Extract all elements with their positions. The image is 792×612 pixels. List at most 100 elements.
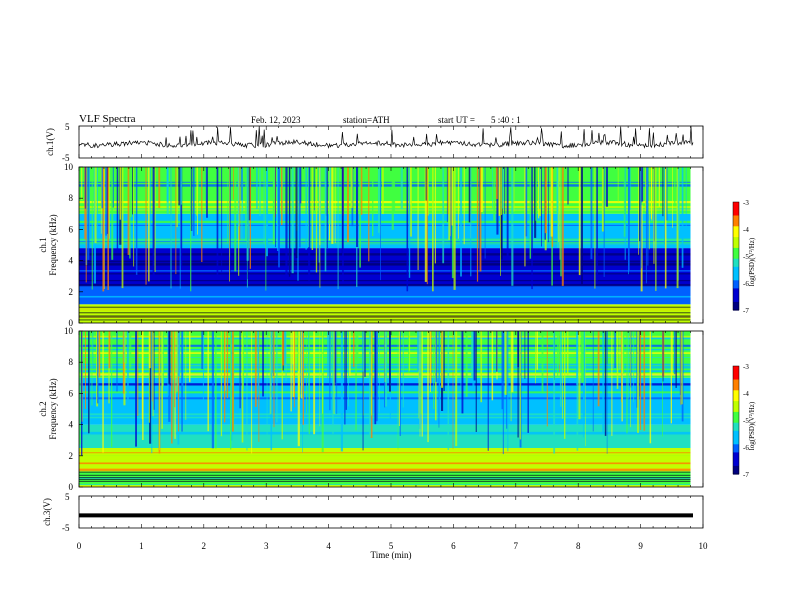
ch1-spectrogram-colorbar-cell bbox=[733, 283, 739, 287]
ch1-spectrogram-colorbar-cell bbox=[733, 212, 739, 217]
ch2-spectrogram-colorbar-tick: -3 bbox=[743, 363, 749, 371]
ch1-spectrogram-sferic bbox=[531, 167, 533, 290]
ch1-spectrogram-sferic bbox=[356, 167, 359, 247]
ch1-spectrogram-sferic bbox=[525, 167, 528, 237]
ch1-spectrogram-sferic bbox=[594, 167, 596, 289]
ch1-spectrogram-colorbar-cell bbox=[733, 288, 739, 292]
ch1-spectrogram-colorbar-frame bbox=[732, 201, 740, 311]
ch2-spectrogram-sferic bbox=[681, 331, 683, 405]
ch3-ytick-label: -5 bbox=[62, 523, 70, 533]
ch1-spectrogram-sferic bbox=[550, 167, 553, 237]
ch2-spectrogram-band bbox=[79, 448, 691, 472]
time-tick-label: 3 bbox=[264, 541, 269, 551]
ch1-spectrogram-sferic bbox=[148, 167, 150, 282]
ch2-spectrogram-sferic bbox=[202, 331, 204, 411]
ch1-spectrogram-colorbar-cell bbox=[733, 204, 739, 208]
ch2-spectrogram-sferic bbox=[398, 331, 400, 426]
ch1-spectrogram-sferic bbox=[640, 167, 642, 269]
ch1-spectrogram-sferic bbox=[127, 167, 130, 255]
ch1-spectrogram-ytick-label: 10 bbox=[64, 162, 74, 172]
ch2-spectrogram-sferic bbox=[438, 331, 440, 416]
ch1-spectrogram-sferic bbox=[175, 167, 177, 275]
ch1-spectrogram-sferic bbox=[246, 167, 249, 261]
ch2-spectrogram-sferic bbox=[602, 331, 605, 433]
ch1-spectrogram-colorbar-cell bbox=[733, 226, 739, 230]
ch1-spectrogram-ylabel: Frequency (kHz) bbox=[48, 214, 58, 275]
ch2-spectrogram-sferic bbox=[322, 331, 323, 414]
ch1-spectrogram-sferic bbox=[493, 167, 496, 221]
ch1-spectrogram-line-emission bbox=[79, 312, 691, 314]
ch2-spectrogram-sferic bbox=[266, 331, 268, 444]
ch2-spectrogram-sferic bbox=[471, 331, 473, 378]
ch2-spectrogram-colorbar-cell bbox=[733, 441, 739, 445]
ch1-spectrogram-sferic bbox=[378, 167, 380, 233]
ch2-spectrogram-sferic bbox=[178, 331, 181, 377]
time-tick-label: 1 bbox=[139, 541, 144, 551]
ch1-spectrogram-sferic bbox=[368, 167, 370, 262]
ch2-spectrogram-sferic bbox=[475, 331, 477, 432]
ch2-spectrogram-sferic bbox=[211, 331, 214, 449]
ch2-spectrogram-sferic bbox=[91, 331, 93, 406]
ch2-spectrogram-colorbar-cell bbox=[733, 425, 739, 429]
ch1-spectrogram-sferic bbox=[450, 167, 451, 237]
ch1-spectrogram-sferic bbox=[655, 167, 657, 291]
ch2-spectrogram-sferic bbox=[292, 331, 294, 365]
ch1-spectrogram-colorbar-cell bbox=[733, 223, 739, 227]
ch2-spectrogram-ytick-label: 0 bbox=[69, 482, 74, 492]
ch2-spectrogram-sferic bbox=[161, 331, 163, 429]
ch1-spectrogram-sferic bbox=[451, 167, 453, 226]
ch2-spectrogram-sferic bbox=[308, 331, 310, 399]
ch1-spectrogram-sferic bbox=[256, 167, 258, 209]
ch2-spectrogram-sferic bbox=[675, 331, 677, 388]
ch1-spectrogram-sferic bbox=[91, 167, 93, 290]
ch1-spectrogram-ytick-label: 4 bbox=[69, 256, 74, 266]
ch2-spectrogram-sferic bbox=[129, 331, 132, 368]
ch1-spectrogram-sferic bbox=[297, 167, 299, 281]
ch2-spectrogram-ytick-label: 10 bbox=[64, 326, 74, 336]
ch2-spectrogram-streak bbox=[79, 462, 691, 465]
ch1-spectrogram-colorbar-cell bbox=[733, 304, 739, 308]
ch2-spectrogram-colorbar-cell bbox=[733, 444, 739, 448]
ch2-spectrogram-sferic bbox=[672, 331, 673, 376]
ch1-spectrogram-sferic bbox=[105, 167, 107, 236]
ch1-spectrogram-colorbar-cell bbox=[733, 261, 739, 265]
ch2-spectrogram-streak bbox=[79, 484, 691, 486]
ch2-spectrogram-sferic bbox=[504, 331, 507, 395]
ch1-waveform-frame bbox=[78, 125, 704, 159]
ch2-spectrogram-sferic bbox=[178, 331, 180, 432]
ch2-spectrogram-sferic bbox=[181, 331, 183, 432]
ch2-spectrogram-sferic bbox=[162, 331, 164, 386]
ch3-waveform-frame bbox=[78, 495, 704, 529]
ch1-spectrogram-line-emission bbox=[79, 319, 691, 321]
ch2-spectrogram-sferic bbox=[472, 331, 475, 392]
ch2-spectrogram-sferic bbox=[232, 331, 234, 432]
ch2-spectrogram-colorbar-cell bbox=[733, 463, 739, 467]
ch2-spectrogram-colorbar-cell bbox=[733, 376, 739, 381]
ch1-waveform-ylabel: ch.1(V) bbox=[45, 128, 55, 156]
ch2-spectrogram-colorbar-cell bbox=[733, 395, 739, 399]
chart-title: VLF Spectra bbox=[79, 113, 136, 125]
ch1-spectrogram-sferic bbox=[476, 167, 479, 282]
ch1-spectrogram-sferic bbox=[677, 167, 680, 231]
ch2-spectrogram-sferic bbox=[172, 331, 174, 437]
ch1-spectrogram-streak bbox=[79, 273, 691, 275]
ch1-spectrogram-sferic bbox=[578, 167, 581, 276]
ch1-spectrogram-streak bbox=[79, 209, 691, 211]
ch2-spectrogram-panel: 0 2 4 6 8 10 ch.2 Frequency (kHz) bbox=[38, 326, 704, 492]
time-tick-label: 4 bbox=[326, 541, 331, 551]
ch1-spectrogram-sferic bbox=[259, 167, 261, 216]
ch1-spectrogram-sferic bbox=[221, 167, 223, 274]
ch2-spectrogram-sferic bbox=[592, 331, 594, 432]
ch1-spectrogram-sferic bbox=[326, 167, 328, 249]
ch1-spectrogram-sferic bbox=[605, 167, 608, 207]
ch2-spectrogram-ytick-label: 4 bbox=[69, 420, 74, 430]
ch1-spectrogram-streak bbox=[79, 227, 691, 231]
ch2-spectrogram-sferic bbox=[152, 331, 154, 417]
ch1-spectrogram-colorbar-tick: -5 bbox=[743, 253, 749, 261]
time-tick-label: 5 bbox=[389, 541, 394, 551]
ch1-spectrogram-streak bbox=[79, 201, 691, 204]
ch1-spectrogram-sferic bbox=[408, 167, 411, 278]
ch2-spectrogram-sferic bbox=[536, 331, 538, 370]
ch2-spectrogram-sferic bbox=[567, 331, 569, 376]
ch1-spectrogram-sferic bbox=[337, 167, 339, 290]
